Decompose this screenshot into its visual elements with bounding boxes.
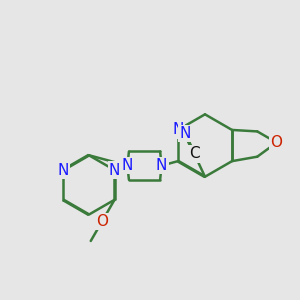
Text: N: N <box>57 163 69 178</box>
Text: N: N <box>156 158 167 173</box>
Text: N: N <box>179 126 190 141</box>
Text: N: N <box>109 163 120 178</box>
Text: O: O <box>271 135 283 150</box>
Text: N: N <box>122 158 133 173</box>
Text: O: O <box>96 214 108 229</box>
Text: C: C <box>189 146 200 161</box>
Text: N: N <box>172 122 184 137</box>
